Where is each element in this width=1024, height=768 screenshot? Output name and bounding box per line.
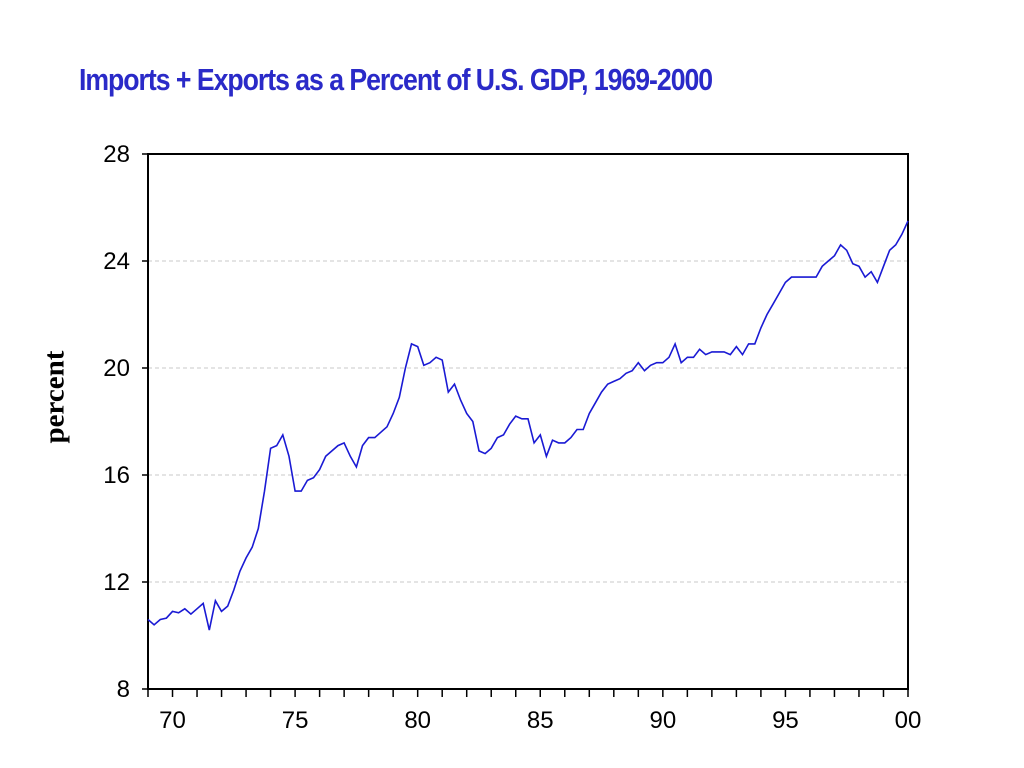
grid-layer [148, 260, 908, 583]
x-tick-label: 95 [772, 707, 799, 734]
x-tick-label: 70 [159, 707, 186, 734]
plot-frame [147, 153, 909, 690]
x-tick-label: 90 [649, 707, 676, 734]
x-tick-label: 85 [527, 707, 554, 734]
x-ticks: 70 75 80 85 90 95 00 [147, 689, 922, 734]
x-tick-label: 80 [404, 707, 431, 734]
y-tick-label: 8 [117, 676, 130, 703]
x-tick-label: 00 [895, 707, 922, 734]
y-tick-label: 12 [103, 569, 130, 596]
y-ticks: 8 12 16 20 24 28 [103, 141, 148, 703]
x-tick-label: 75 [282, 707, 309, 734]
series-line [147, 220, 909, 631]
y-tick-label: 16 [103, 462, 130, 489]
y-tick-label: 24 [103, 248, 130, 275]
chart-title: Imports + Exports as a Percent of U.S. G… [79, 62, 713, 97]
y-tick-label: 28 [103, 141, 130, 168]
y-tick-label: 20 [103, 355, 130, 382]
